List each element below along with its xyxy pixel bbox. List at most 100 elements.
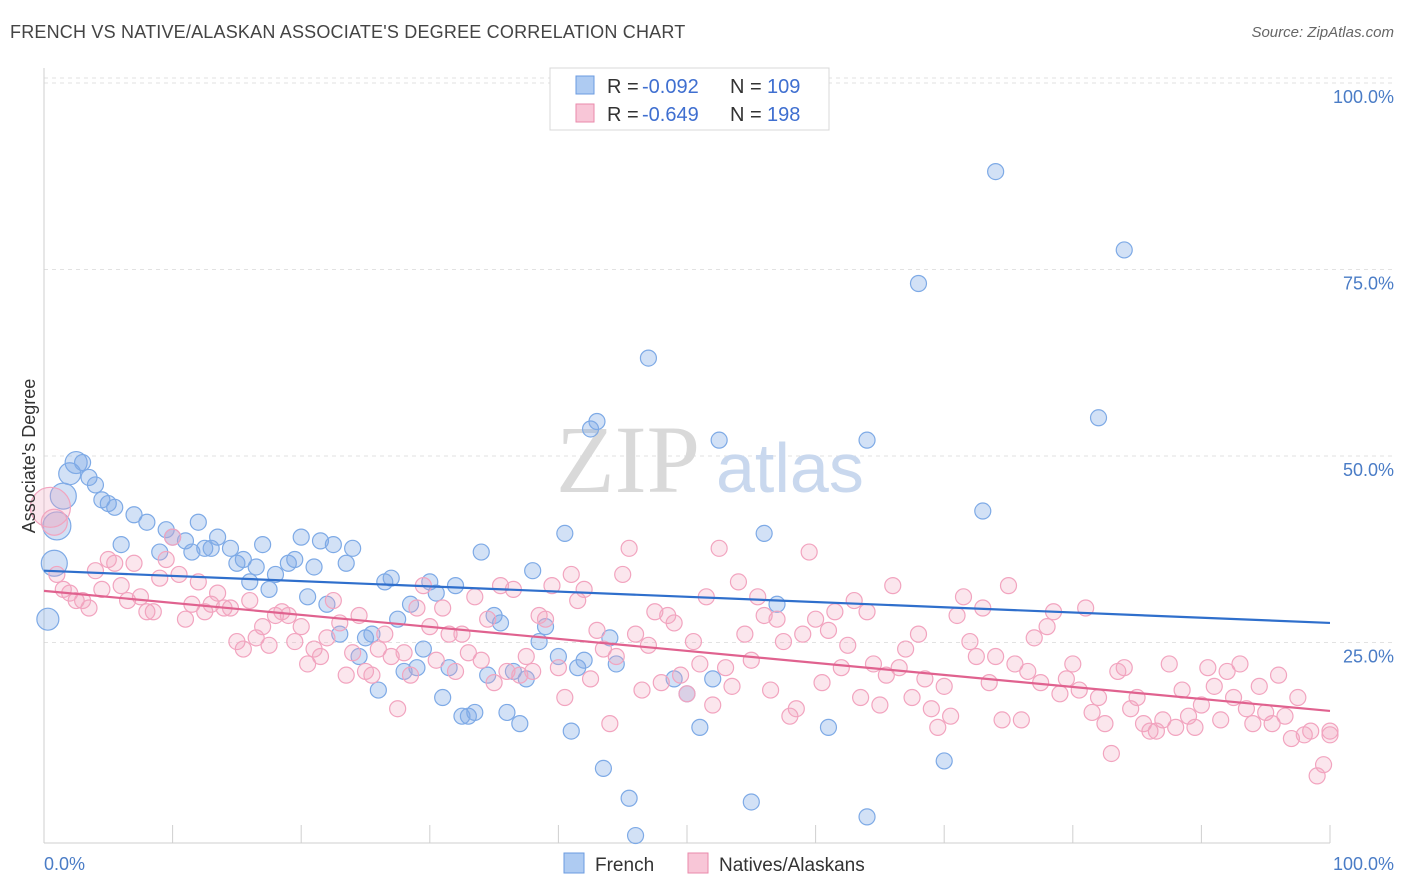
data-point [1012,711,1030,729]
data-point [48,565,66,584]
data-point [157,550,175,569]
data-point [691,655,709,673]
legend-r-label-natives: R = [607,104,639,126]
data-point [639,349,658,367]
data-point [266,565,285,584]
data-point [1057,670,1075,688]
data-point [324,591,342,610]
data-point [299,588,317,606]
data-point [1282,729,1301,748]
legend-n-label-french: N = [730,76,762,98]
data-point [954,588,973,606]
data-point [1025,629,1043,647]
data-point [408,599,426,617]
data-point [626,625,645,643]
data-point [774,632,793,651]
data-point [221,539,240,557]
data-point [1314,756,1333,774]
data-point [414,640,432,658]
data-point [209,528,227,546]
data-point [549,659,568,677]
data-point [511,715,529,733]
data-point [234,640,252,658]
data-point [176,610,195,628]
data-point [395,644,413,662]
data-point [434,599,452,617]
data-point [1141,722,1159,740]
data-point [935,752,953,770]
y-tick-label: 100.0% [1333,87,1394,107]
data-point [292,528,310,546]
data-point [138,513,156,531]
data-point [164,528,182,546]
x-tick-label-min: 0.0% [44,854,85,874]
data-point [479,610,497,628]
data-point [305,558,323,576]
data-point [344,644,362,662]
data-point [1302,722,1320,740]
data-point [987,163,1005,181]
data-point [1289,688,1307,707]
data-point [369,640,387,658]
data-point [1006,655,1024,673]
data-point [1167,718,1185,736]
data-point [716,659,735,677]
data-point [749,588,767,606]
data-point [909,625,928,643]
data-point [704,696,722,714]
bottom-legend-label-natives: Natives/Alaskans [719,855,865,876]
data-point [877,666,895,684]
data-point [536,610,555,628]
chart-title: FRENCH VS NATIVE/ALASKAN ASSOCIATE'S DEG… [10,22,686,42]
data-point [684,632,703,651]
data-point [363,625,381,643]
data-point [118,591,137,610]
data-point [974,502,992,520]
data-point [742,793,760,811]
data-point [1237,700,1256,718]
data-point [916,670,934,688]
data-point [427,584,445,602]
data-point [575,651,593,669]
data-point [369,681,387,699]
trend-line-natives [43,589,1331,713]
series-natives [29,486,1339,785]
data-point [723,677,741,695]
data-point [1089,409,1108,427]
y-tick-label: 50.0% [1343,460,1394,480]
data-point [543,577,561,595]
data-point [1102,744,1120,763]
data-point [575,580,593,598]
data-point [382,569,400,587]
data-point [626,826,645,845]
legend-n-label-natives: N = [730,104,762,126]
data-point [241,573,259,591]
data-point [742,651,760,669]
data-point [620,789,638,807]
data-point [794,625,812,643]
data-point [299,655,317,673]
data-point [1186,718,1204,736]
data-point [704,670,722,688]
data-point [86,476,105,494]
data-point [183,543,201,561]
data-point [768,610,786,628]
data-point [459,644,477,662]
data-point [755,606,773,625]
data-point [337,666,355,684]
legend-swatch-natives [575,103,595,123]
data-point [671,666,690,684]
data-point [86,562,105,580]
series-french [36,163,1133,845]
data-point [761,681,780,699]
data-point [1321,726,1339,744]
data-point [678,685,696,703]
data-point [832,659,850,677]
data-point [710,539,728,557]
data-point [254,535,272,554]
data-point [897,640,915,658]
x-tick-label-max: 100.0% [1333,854,1394,874]
data-point [1212,711,1230,729]
watermark-atlas: atlas [716,429,864,507]
